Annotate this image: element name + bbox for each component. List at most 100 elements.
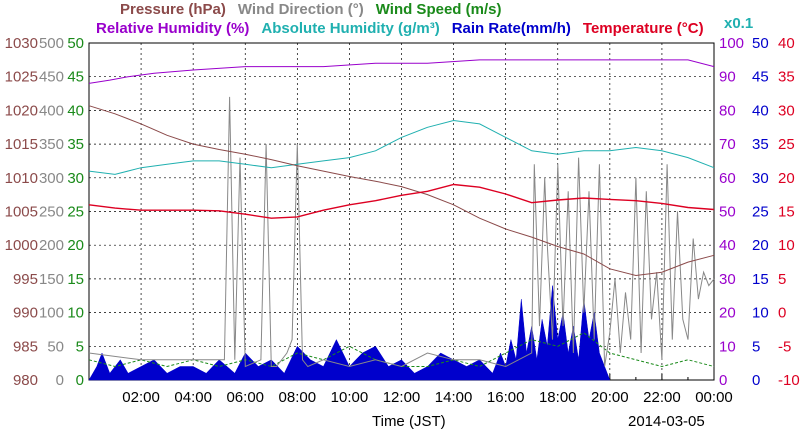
left-tick-label: 30	[67, 170, 84, 187]
right-tick-label: 40	[719, 237, 736, 254]
x-tick-label: 00:00	[695, 389, 733, 406]
right-tick-label: 15	[752, 271, 769, 288]
right-tick-label: -10	[778, 372, 800, 389]
left-tick-label: 150	[39, 271, 64, 288]
left-tick-label: 300	[39, 170, 64, 187]
left-tick-label: 1010	[5, 170, 38, 187]
left-tick-label: 1025	[5, 69, 38, 86]
left-tick-label: 40	[67, 102, 84, 119]
left-tick-label: 1000	[5, 237, 38, 254]
left-tick-label: 985	[13, 338, 38, 355]
left-tick-label: 400	[39, 102, 64, 119]
left-tick-label: 20	[67, 237, 84, 254]
right-tick-label: 100	[719, 35, 744, 52]
header-item: Pressure (hPa)	[120, 1, 226, 18]
series-line	[88, 119, 715, 175]
left-tick-label: 100	[39, 305, 64, 322]
right-tick-label: 0	[719, 372, 727, 389]
date-label: 2014-03-05	[628, 413, 705, 430]
header-item: Wind Speed (m/s)	[376, 1, 502, 18]
x-tick-label: 16:00	[487, 389, 525, 406]
right-tick-label: -5	[778, 338, 791, 355]
x-tick-label: 04:00	[174, 389, 212, 406]
x-tick-label: 08:00	[279, 389, 317, 406]
left-tick-label: 200	[39, 237, 64, 254]
x-tick-label: 12:00	[383, 389, 421, 406]
header-item: Relative Humidity (%)	[96, 20, 249, 37]
series-line	[88, 96, 715, 368]
right-tick-label: 50	[719, 204, 736, 221]
header-row-2: Relative Humidity (%) Absolute Humidity (…	[96, 20, 704, 37]
series-temperature-c	[88, 183, 715, 219]
left-tick-label: 1020	[5, 102, 38, 119]
x-tick-label: 18:00	[539, 389, 577, 406]
header-item: Rain Rate(mm/h)	[452, 20, 571, 37]
left-tick-label: 250	[39, 204, 64, 221]
left-tick-label: 1030	[5, 35, 38, 52]
right-tick-label: 20	[778, 170, 795, 187]
right-tick-label: 35	[778, 69, 795, 86]
left-tick-label: 1005	[5, 204, 38, 221]
left-tick-label: 995	[13, 271, 38, 288]
left-tick-label: 0	[56, 372, 64, 389]
right-tick-label: 90	[719, 69, 736, 86]
left-tick-label: 500	[39, 35, 64, 52]
series-line	[88, 59, 715, 84]
x-tick-label: 22:00	[643, 389, 681, 406]
x-tick-label: 10:00	[331, 389, 369, 406]
right-tick-label: 5	[752, 338, 760, 355]
right-tick-label: 35	[752, 136, 769, 153]
right-tick-label: 10	[752, 305, 769, 322]
left-tick-label: 350	[39, 136, 64, 153]
right-tick-label: 40	[752, 102, 769, 119]
right-tick-label: 30	[719, 271, 736, 288]
header-item: Absolute Humidity (g/m³)	[261, 20, 439, 37]
series-line	[88, 105, 715, 277]
left-tick-label: 50	[47, 338, 64, 355]
right-axis-ticks: 1009080706050403020100504540353025201510…	[719, 35, 800, 389]
right-tick-label: 30	[752, 170, 769, 187]
right-tick-label: 40	[778, 35, 795, 52]
left-tick-label: 1015	[5, 136, 38, 153]
left-tick-label: 990	[13, 305, 38, 322]
right-tick-label: 20	[719, 305, 736, 322]
series-relative-humidity	[88, 59, 715, 84]
right-tick-label: 45	[752, 69, 769, 86]
left-tick-label: 450	[39, 69, 64, 86]
right-tick-label: 15	[778, 204, 795, 221]
x-tick-label: 02:00	[122, 389, 160, 406]
x-tick-label: 06:00	[226, 389, 264, 406]
right-tick-label: 30	[778, 102, 795, 119]
right-tick-label: 60	[719, 170, 736, 187]
right-tick-label: 10	[719, 338, 736, 355]
right-tick-label: 0	[752, 372, 760, 389]
left-tick-label: 45	[67, 69, 84, 86]
scale-note: x0.1	[724, 15, 753, 32]
series-wind-direction	[88, 96, 715, 368]
header-item: Wind Direction (°)	[238, 1, 364, 18]
x-tick-label: 20:00	[591, 389, 629, 406]
right-tick-label: 5	[778, 271, 786, 288]
left-tick-label: 25	[67, 204, 84, 221]
series-absolute-humidity-g-m	[88, 119, 715, 175]
x-axis-ticks: 02:00 04:00 06:00 08:00 10:00 12:00 14:00 16:00…	[122, 389, 732, 406]
left-tick-label: 35	[67, 136, 84, 153]
left-tick-label: 980	[13, 372, 38, 389]
right-tick-label: 0	[778, 305, 786, 322]
right-tick-label: 70	[719, 136, 736, 153]
left-tick-label: 15	[67, 271, 84, 288]
series-layer	[88, 59, 715, 381]
header-row-1: Pressure (hPa) Wind Direction (°) Wind Spe…	[120, 1, 501, 18]
series-line	[88, 183, 715, 219]
left-tick-label: 5	[76, 338, 84, 355]
right-tick-label: 50	[752, 35, 769, 52]
right-tick-label: 25	[778, 136, 795, 153]
x-axis-label: Time (JST)	[372, 413, 446, 430]
header-item: Temperature (°C)	[583, 20, 704, 37]
series-pressure-hpa	[88, 105, 715, 277]
left-tick-label: 10	[67, 305, 84, 322]
left-tick-label: 0	[76, 372, 84, 389]
left-tick-label: 50	[67, 35, 84, 52]
right-tick-label: 10	[778, 237, 795, 254]
